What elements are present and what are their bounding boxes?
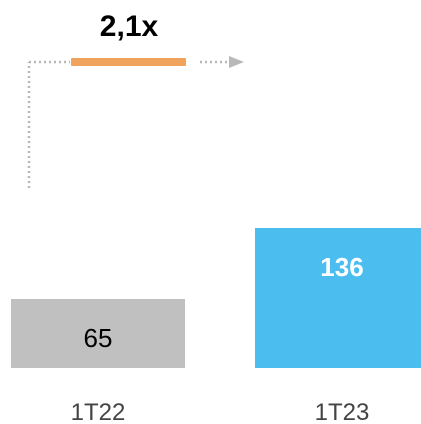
connector-arrowhead — [229, 56, 244, 68]
value-label-1T22: 65 — [84, 323, 113, 353]
bar-1T23 — [255, 228, 421, 368]
growth-label: 2,1x — [100, 10, 159, 43]
bar-1T22 — [11, 299, 185, 368]
value-label-1T23: 136 — [320, 252, 363, 282]
growth-marker — [71, 58, 186, 66]
category-label-1T22: 1T22 — [71, 399, 126, 424]
category-label-1T23: 1T23 — [315, 399, 370, 424]
bars-group: 65 1T22 136 1T23 — [11, 228, 421, 424]
